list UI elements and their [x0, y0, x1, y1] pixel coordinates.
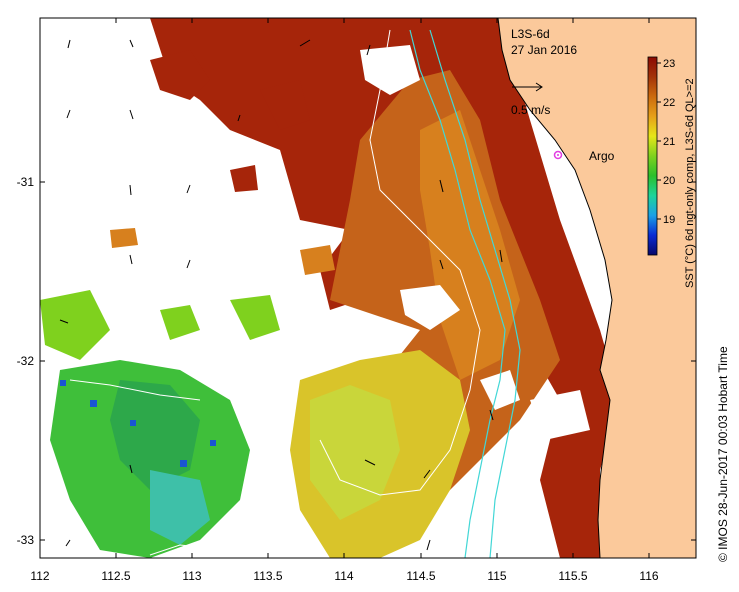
current-arrow — [65, 539, 71, 547]
lon-tick-114-5: 114.5 — [406, 569, 435, 583]
colorbar-ticks — [657, 62, 661, 220]
current-arrow — [186, 259, 191, 269]
colorbar-tick-20: 20 — [663, 175, 675, 187]
current-arrow — [299, 39, 311, 47]
axis-ticks — [39, 18, 696, 558]
lon-tick-113: 113 — [182, 569, 201, 583]
lon-tick-115: 115 — [487, 569, 506, 583]
current-arrow — [59, 319, 69, 324]
lon-tick-labels: 112 112.5 113 113.5 114 114.5 115 115.5 … — [30, 569, 658, 583]
current-arrow — [439, 259, 444, 270]
argo-float-icon — [553, 150, 563, 160]
lon-tick-112: 112 — [30, 569, 49, 583]
lat-tick-minus32: -32 — [17, 354, 35, 368]
contour-white-1 — [319, 29, 481, 496]
lat-tick-minus31: -31 — [17, 175, 35, 189]
current-arrow — [67, 39, 71, 49]
contour-cyan-1 — [409, 29, 506, 558]
current-arrow — [129, 109, 134, 120]
colorbar-tick-19: 19 — [663, 214, 675, 226]
sst-region-cyan — [150, 470, 210, 545]
contour-white-2 — [69, 379, 201, 401]
colorbar-tick-21: 21 — [663, 136, 675, 148]
lon-tick-113-5: 113.5 — [253, 569, 282, 583]
current-arrow — [186, 184, 191, 194]
current-arrow — [66, 109, 71, 119]
colorbar-tick-23: 23 — [663, 58, 675, 70]
lat-tick-minus33: -33 — [17, 533, 35, 547]
current-arrow — [129, 254, 133, 265]
current-arrow — [489, 409, 494, 421]
sst-region-green-dark — [110, 380, 200, 490]
velocity-scale-label: 0.5 m/s — [511, 103, 550, 117]
current-arrow — [129, 464, 133, 474]
current-arrow — [237, 114, 241, 122]
lon-tick-116: 116 — [639, 569, 658, 583]
sst-region-nw-patches — [150, 50, 310, 192]
plot-frame — [39, 17, 697, 559]
argo-label: Argo — [589, 149, 615, 163]
current-arrow — [439, 179, 444, 193]
current-vectors — [59, 39, 503, 551]
current-arrow — [366, 44, 371, 56]
sst-region-yellow-light — [310, 385, 400, 520]
current-arrow — [426, 539, 431, 551]
sst-field — [40, 18, 696, 558]
colorbar-tick-labels: 23 22 21 20 19 — [663, 58, 675, 226]
current-arrow — [499, 249, 503, 263]
argo-marker — [553, 150, 563, 160]
current-arrow — [129, 184, 132, 196]
land-mass — [497, 18, 696, 558]
current-arrow — [129, 39, 134, 48]
lon-tick-112-5: 112.5 — [101, 569, 130, 583]
lon-tick-114: 114 — [334, 569, 353, 583]
current-arrow — [423, 469, 431, 479]
contour-white-3 — [149, 544, 211, 556]
date-label: 27 Jan 2016 — [511, 43, 577, 57]
no-data-gap-1 — [360, 45, 590, 440]
sst-region-orange-patch-west — [110, 228, 335, 275]
credit-label: © IMOS 28-Jun-2017 00:03 Hobart Time — [716, 346, 730, 562]
colorbar-tick-22: 22 — [663, 97, 675, 109]
current-arrow — [364, 459, 376, 466]
lat-tick-labels: -31 -32 -33 — [17, 175, 35, 547]
colorbar-title: SST (°C) 6d ngt-only comp, L3S-6d QL>=2 — [684, 78, 696, 288]
velocity-scale-arrow — [512, 82, 543, 92]
sst-region-green-patches — [40, 290, 280, 360]
lon-tick-115-5: 115.5 — [558, 569, 587, 583]
product-label: L3S-6d — [511, 27, 550, 41]
contour-cyan-2 — [429, 29, 521, 558]
colorbar — [647, 56, 658, 256]
